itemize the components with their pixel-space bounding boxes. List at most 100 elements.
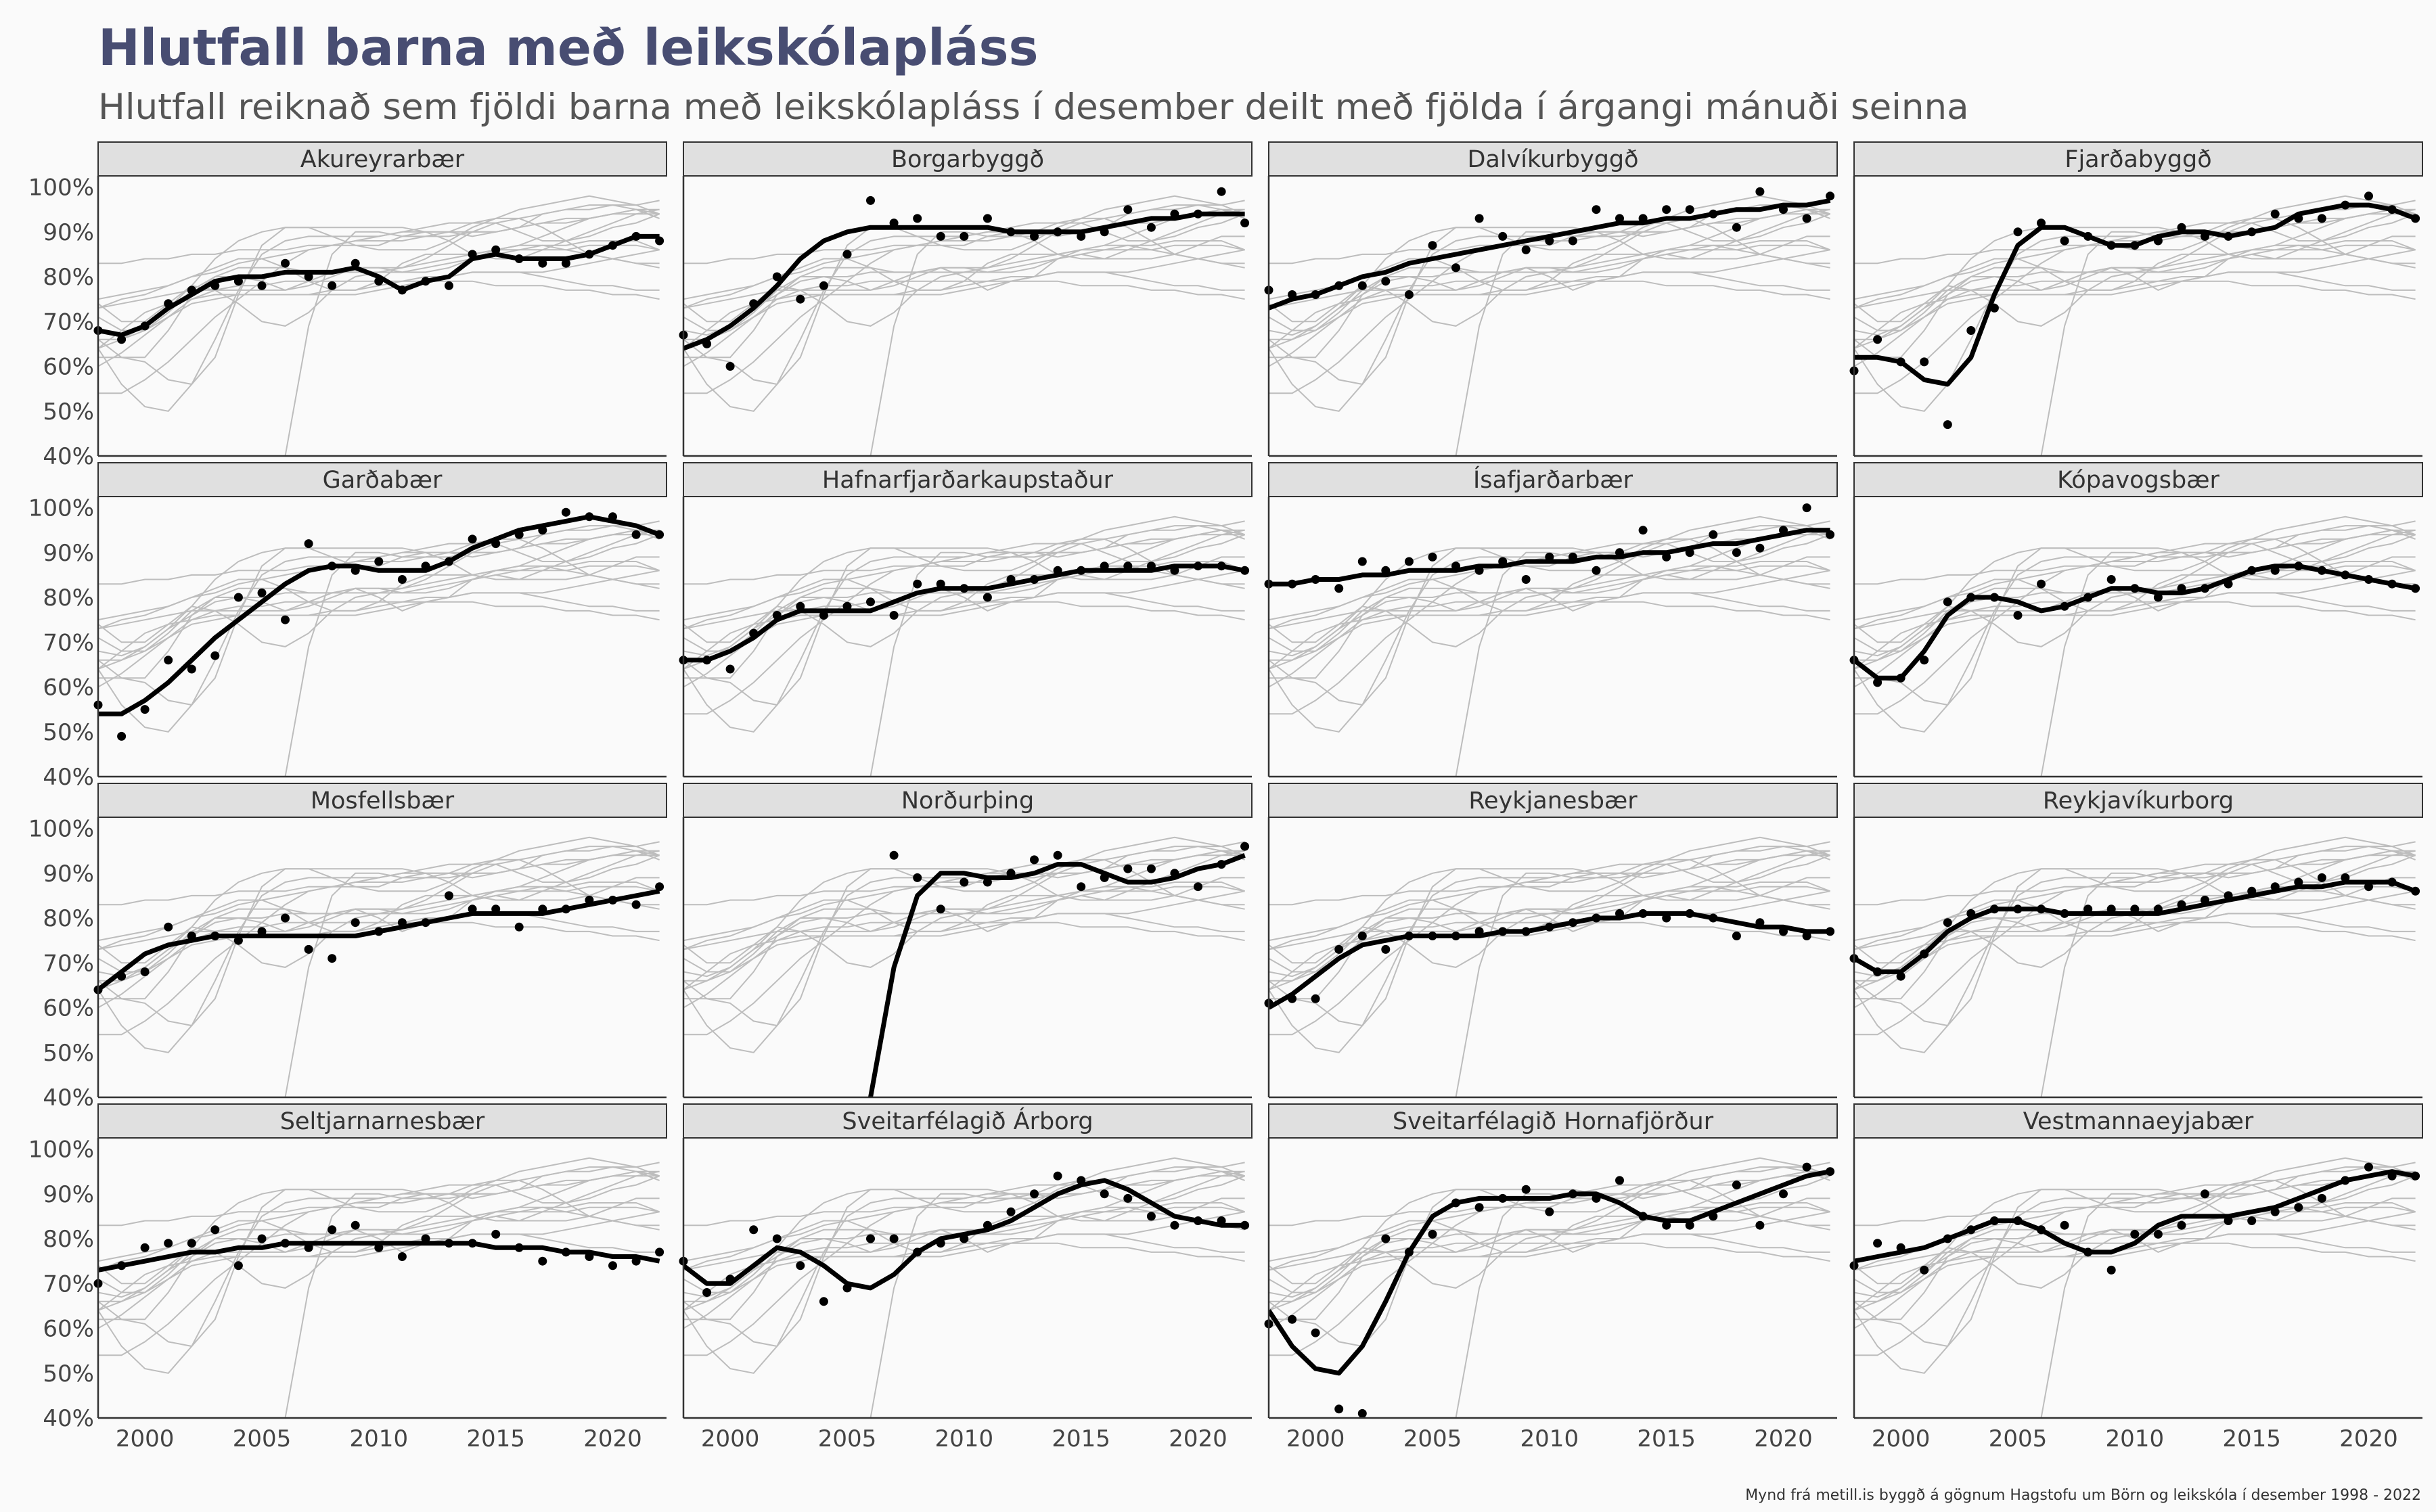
panel-reykjanesbær: Reykjanesbær [1264,783,1838,1099]
background-line-mosfellsb-r [1854,570,2416,670]
data-point [2177,1220,2186,1230]
data-point [2294,214,2303,223]
y-tick-label: 50% [43,719,94,746]
background-line-mosfellsb-r [1854,249,2416,349]
data-point [749,299,759,308]
background-line-gar-ab-r [98,195,660,394]
data-point [655,236,664,246]
data-point [538,1256,547,1266]
data-point [164,656,173,665]
y-tick-label: 100% [28,1137,94,1164]
y-tick-label: 90% [43,861,94,888]
background-line-k-pavogsb-r [683,886,1245,1000]
data-point [866,1234,875,1243]
data-point [1311,575,1320,584]
data-point [983,593,992,602]
data-point [1240,219,1250,228]
y-tick-label: 80% [43,905,94,932]
data-point [1404,1247,1414,1257]
data-point [2341,1176,2350,1185]
y-tick-label: 100% [28,175,94,202]
data-point [1006,1207,1016,1216]
background-line-gar-ab-r [683,1157,1245,1356]
y-tick-label: 100% [28,495,94,522]
background-line-sveitarf-lagi-hornafj-r-ur [98,1170,660,1374]
data-point [725,664,735,674]
data-point [468,904,477,914]
data-point [608,896,617,904]
y-tick-label: 90% [43,540,94,567]
data-point [1732,1181,1741,1190]
data-point [702,656,712,665]
data-point [397,918,407,927]
data-point [1498,557,1508,566]
data-point [1896,1243,1905,1252]
y-tick-label: 70% [43,1270,94,1298]
strip-norðurþing [683,783,1253,818]
background-line-mosfellsb-r [98,570,660,670]
background-line-sveitarf-lagi-hornafj-r-ur [683,529,1245,733]
data-point [725,1275,735,1284]
data-point [1428,932,1437,940]
trend-line [683,1178,1245,1291]
data-point [1545,552,1554,562]
strip-label-norðurþing: Norðurþing [901,787,1034,815]
data-point [187,1239,196,1248]
background-line-vestmannaeyjab-r [1269,529,1830,621]
data-point [304,944,313,954]
data-point [1709,209,1718,219]
trend-line [1269,528,1830,587]
data-point [210,932,220,940]
background-line-sveitarf-lagi-hornafj-r-ur [1269,850,1830,1053]
data-point [1638,214,1648,223]
data-point [2060,1220,2069,1230]
data-point [1615,214,1624,223]
data-point [397,285,407,295]
data-point [140,1243,150,1252]
data-point [772,611,782,620]
data-point [233,277,243,286]
data-point [1474,566,1484,575]
data-point [1989,303,1999,313]
data-point [351,566,360,575]
data-point [468,534,477,544]
data-point [514,530,524,539]
background-line-gar-ab-r [1854,836,2416,1036]
strip-label-hafnarfjarðarkaupstaður: Hafnarfjarðarkaupstaður [822,467,1114,494]
data-point [585,896,594,904]
data-point [936,904,945,914]
y-tick-label: 70% [43,308,94,336]
data-point [561,258,570,268]
panel-sveitarfélagið-hornafjörður: Sveitarfélagið Hornafjörður 2000 2005 2010 2… [1264,1103,1838,1452]
background-line-gar-ab-r [1854,516,2416,715]
background-line-reykjanesb-r [683,913,1245,1009]
data-point [2083,231,2093,241]
background-line-vestmannaeyjab-r [1854,529,2416,621]
data-point [749,628,759,638]
data-point [304,272,313,281]
data-point [538,904,547,914]
x-tick-label: 2015 [466,1425,525,1452]
background-line-nor-ur-ing [284,1175,660,1418]
trend-line [1269,1169,1831,1376]
data-point [1568,1189,1577,1199]
data-point [889,1234,899,1243]
data-point [210,281,220,290]
background-line-vestmannaeyjab-r [1854,850,2416,942]
data-point [2341,200,2350,210]
data-point [2037,904,2046,914]
data-point [117,731,127,741]
y-tick-label: 50% [43,1360,94,1388]
data-point [1334,584,1344,593]
data-point [2294,562,2303,571]
data-point [281,615,290,624]
background-line-reykjanesb-r [98,592,660,688]
strip-dalvíkurbyggð [1268,141,1838,177]
data-point [1662,913,1671,923]
data-point [514,254,524,263]
strip-sveitarfélagið-árborg [683,1103,1253,1139]
data-point [1357,1408,1367,1418]
data-point [819,1297,828,1306]
data-point [936,231,945,241]
data-point [1568,918,1577,927]
